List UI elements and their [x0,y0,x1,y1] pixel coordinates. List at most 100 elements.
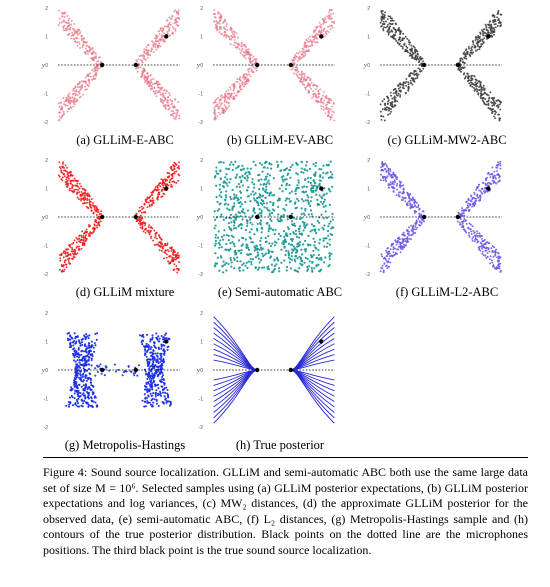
sample-point [477,92,480,95]
sample-point [138,55,141,58]
sample-point [213,117,216,120]
sample-point [172,269,175,272]
sample-point [167,104,170,106]
sample-point [265,207,269,210]
sample-point [398,191,400,194]
sample-point [177,11,180,14]
sample-point [219,160,223,164]
sample-point [85,80,87,83]
sample-point [214,105,217,108]
sample-point [331,212,334,215]
points-c [379,9,503,122]
caption-f: (f) GLLiM-L2-ABC [395,285,499,299]
sample-point [163,25,166,28]
sample-point [265,175,268,178]
sample-point [75,236,78,239]
sample-point [389,102,392,104]
sample-point [97,67,100,70]
sample-point [85,364,88,367]
sample-point [139,66,142,69]
sample-point [331,105,334,108]
sample-point [146,56,149,59]
sample-point [76,196,79,199]
sample-point [407,81,410,84]
sample-point [403,244,406,247]
sample-point [144,405,147,408]
sample-point [216,256,219,259]
sample-point [236,78,239,81]
sample-point [165,256,168,259]
sample-point [387,33,390,36]
sample-point [496,251,499,254]
sample-point [94,209,97,212]
sample-point [317,248,320,252]
sample-point [382,270,385,273]
sample-point [297,181,300,184]
sample-point [172,115,175,118]
sample-point [58,268,61,271]
sample-point [410,44,413,47]
sample-point [459,60,462,63]
sample-point [233,196,236,199]
sample-point [163,395,166,398]
sample-point [415,201,418,204]
sample-point [58,115,61,118]
sample-point [149,340,152,343]
sample-point [223,229,226,232]
sample-point [331,110,334,113]
sample-point [224,98,227,101]
sample-point [147,394,150,397]
sample-point [482,41,485,44]
sample-point [61,176,64,179]
sample-point [380,11,383,13]
sample-point [300,53,303,56]
sample-point [384,107,386,110]
sample-point [267,251,270,255]
sample-point [331,173,334,176]
sample-point [329,232,332,236]
sample-point [409,206,412,209]
sample-point [323,245,326,248]
sample-point [148,233,151,236]
sample-point [78,32,81,35]
sample-point [322,171,325,175]
sample-point [246,179,249,182]
sample-point [288,169,291,172]
sample-point [312,40,315,43]
sample-point [73,248,76,251]
sample-point [151,83,154,86]
sample-point [148,204,151,207]
sample-point [79,88,82,91]
sample-point [301,263,304,266]
panel-a: 2 1 0 -1 -2 y (a) GLLiM-E-ABC [40,0,210,148]
sample-point [146,230,149,232]
sample-point [463,228,466,231]
sample-point [68,92,71,95]
sample-point [495,99,498,102]
sample-point [410,234,413,237]
sample-point [383,119,386,122]
sample-point [481,99,484,102]
sample-point [494,251,497,254]
caption-a: (a) GLLiM-E-ABC [76,133,174,147]
sample-point [95,57,97,60]
sample-point [218,207,221,211]
sample-point [237,165,240,168]
sample-point [380,166,383,169]
sample-point [70,246,73,249]
sample-point [227,89,230,92]
sample-point [303,77,306,79]
sample-point [174,9,177,12]
sample-point [482,240,485,243]
sample-point [380,253,383,256]
sample-point [379,103,382,106]
sample-point [170,183,173,186]
sample-point [277,238,280,241]
ytick-label: 2 [200,158,203,164]
sample-point [246,222,249,225]
sample-point [383,26,386,29]
sample-point [499,160,502,163]
sample-point [78,383,81,386]
sample-point [245,246,248,249]
sample-point [154,42,157,45]
